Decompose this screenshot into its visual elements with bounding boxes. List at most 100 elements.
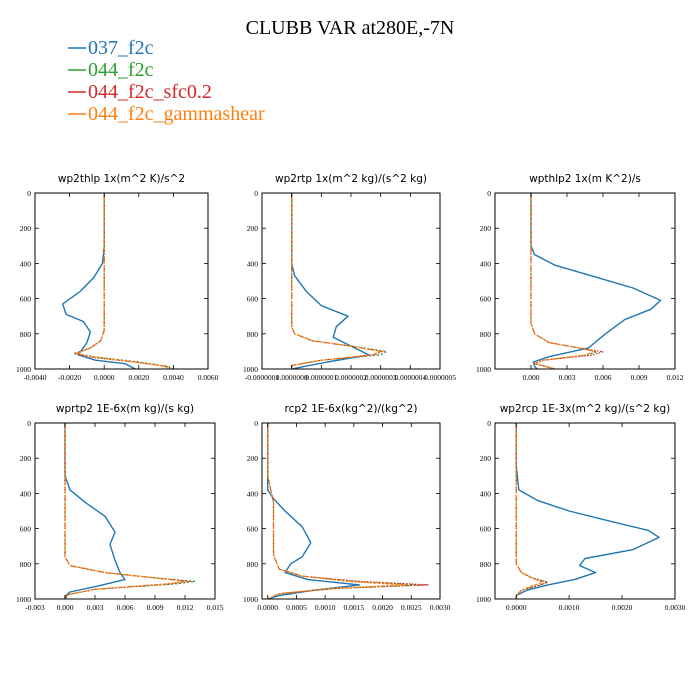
y-tick-label: 800 xyxy=(20,330,32,339)
panel: wpthlp2 1x(m K^2)/s 0 200 400 600 800 1000 0.00… xyxy=(476,173,684,382)
y-tick-label: 200 xyxy=(247,224,259,233)
x-tick-label: 0.012 xyxy=(667,373,684,382)
panel: wp2rtp 1x(m^2 kg)/(s^2 kg) 0 200 400 600 800 1… xyxy=(243,173,456,382)
x-tick-label: 0.006 xyxy=(117,603,134,612)
plot-frame xyxy=(261,192,441,370)
series-line xyxy=(515,423,544,599)
y-tick-label: 1000 xyxy=(16,365,31,374)
y-tick-label: 1000 xyxy=(476,595,491,604)
y-tick-label: 1000 xyxy=(476,365,491,374)
panel-title: wpthlp2 1x(m K^2)/s xyxy=(529,173,641,185)
x-tick-label: 0.000 xyxy=(57,603,74,612)
plot-frame xyxy=(494,422,676,600)
series-line xyxy=(530,193,595,369)
x-tick-label: 0.015 xyxy=(207,603,224,612)
x-tick-label: 0.0000 xyxy=(506,603,527,612)
plot-frame xyxy=(34,192,209,370)
x-tick-label: 0.0000 xyxy=(257,603,278,612)
x-tick-label: 0.0010 xyxy=(315,603,336,612)
x-tick-label: 0.0010 xyxy=(559,603,580,612)
y-tick-label: 400 xyxy=(247,259,259,268)
legend-label: 044_f2c_sfc0.2 xyxy=(88,81,212,103)
y-tick-label: 1000 xyxy=(16,595,31,604)
plot-frame xyxy=(34,422,216,600)
series-group xyxy=(62,193,174,369)
y-tick-label: 800 xyxy=(480,330,492,339)
y-tick-label: 400 xyxy=(20,489,32,498)
x-tick-label: 0.0025 xyxy=(401,603,422,612)
series-group xyxy=(64,423,196,599)
series-line xyxy=(64,423,196,599)
x-tick-label: 0.0000000 xyxy=(276,373,308,382)
legend-label: 044_f2c xyxy=(88,59,154,81)
figure-title: CLUBB VAR at280E,-7N xyxy=(246,17,455,39)
x-tick-label: -0.0000001 xyxy=(245,373,280,382)
x-tick-label: 0.003 xyxy=(559,373,576,382)
y-tick-label: 1000 xyxy=(243,365,258,374)
plot-frame xyxy=(261,422,441,600)
x-tick-label: 0.0000005 xyxy=(424,373,456,382)
panel-title: wp2rtp 1x(m^2 kg)/(s^2 kg) xyxy=(275,173,427,185)
series-line xyxy=(64,423,191,599)
series-group xyxy=(515,423,660,599)
series-line xyxy=(530,193,598,369)
y-tick-label: 600 xyxy=(480,525,492,534)
y-tick-label: 0 xyxy=(487,189,491,198)
series-line xyxy=(291,193,383,369)
x-tick-label: 0.009 xyxy=(147,603,164,612)
x-tick-label: 0.0060 xyxy=(198,373,219,382)
panel-title: rcp2 1E-6x(kg^2)/(kg^2) xyxy=(285,403,418,415)
y-tick-label: 200 xyxy=(20,454,32,463)
series-group xyxy=(267,423,430,599)
panel: rcp2 1E-6x(kg^2)/(kg^2) 0 200 400 600 800 1000… xyxy=(243,403,451,612)
series-line xyxy=(64,423,186,599)
x-tick-label: 0.012 xyxy=(177,603,194,612)
legend-label: 037_f2c xyxy=(88,37,154,59)
x-tick-label: 0.0000 xyxy=(94,373,115,382)
y-tick-label: 600 xyxy=(247,525,259,534)
plot-frame xyxy=(494,192,676,370)
y-tick-label: 800 xyxy=(480,560,492,569)
y-tick-label: 800 xyxy=(20,560,32,569)
x-tick-label: 0.000 xyxy=(523,373,540,382)
legend-entry: 037_f2c xyxy=(68,37,154,59)
legend: 037_f2c 044_f2c 044_f2c_sfc0.2 044_f2c_g… xyxy=(68,37,265,125)
x-tick-label: -0.0040 xyxy=(23,373,46,382)
y-tick-label: 0 xyxy=(27,189,31,198)
series-line xyxy=(291,193,382,369)
panels: wp2thlp 1x(m^2 K)/s^202004006008001000-0… xyxy=(16,173,686,612)
series-group xyxy=(291,193,388,369)
x-tick-label: 0.0020 xyxy=(128,373,149,382)
series-line xyxy=(530,193,604,369)
x-tick-label: 0.0000002 xyxy=(335,373,367,382)
y-tick-label: 200 xyxy=(480,224,492,233)
y-tick-label: 200 xyxy=(480,454,492,463)
y-tick-label: 400 xyxy=(247,489,259,498)
series-line xyxy=(267,423,361,599)
x-tick-label: 0.0030 xyxy=(430,603,451,612)
y-tick-label: 400 xyxy=(20,259,32,268)
y-tick-label: 200 xyxy=(20,224,32,233)
x-tick-label: 0.006 xyxy=(595,373,612,382)
y-tick-label: 600 xyxy=(480,295,492,304)
series-line xyxy=(291,193,388,369)
panel-title: wp2thlp 1x(m^2 K)/s^2 xyxy=(58,173,185,185)
x-tick-label: 0.0005 xyxy=(286,603,307,612)
y-tick-label: 600 xyxy=(20,295,32,304)
y-tick-label: 600 xyxy=(247,295,259,304)
x-tick-label: 0.0020 xyxy=(612,603,633,612)
legend-label: 044_f2c_gammashear xyxy=(88,103,265,125)
legend-entry: 044_f2c xyxy=(68,59,154,81)
panel: wp2rcp 1E-3x(m^2 kg)/(s^2 kg) 0 200 400 600 8… xyxy=(476,403,686,612)
y-tick-label: 800 xyxy=(247,560,259,569)
legend-entry: 044_f2c_gammashear xyxy=(68,103,265,125)
series-line xyxy=(291,193,370,369)
x-tick-label: 0.0015 xyxy=(344,603,365,612)
x-tick-label: 0.0000001 xyxy=(305,373,337,382)
y-tick-label: 0 xyxy=(27,419,31,428)
y-tick-label: 400 xyxy=(480,489,492,498)
series-line xyxy=(74,193,172,369)
panel-title: wp2rcp 1E-3x(m^2 kg)/(s^2 kg) xyxy=(500,403,671,415)
y-tick-label: 0 xyxy=(487,419,491,428)
